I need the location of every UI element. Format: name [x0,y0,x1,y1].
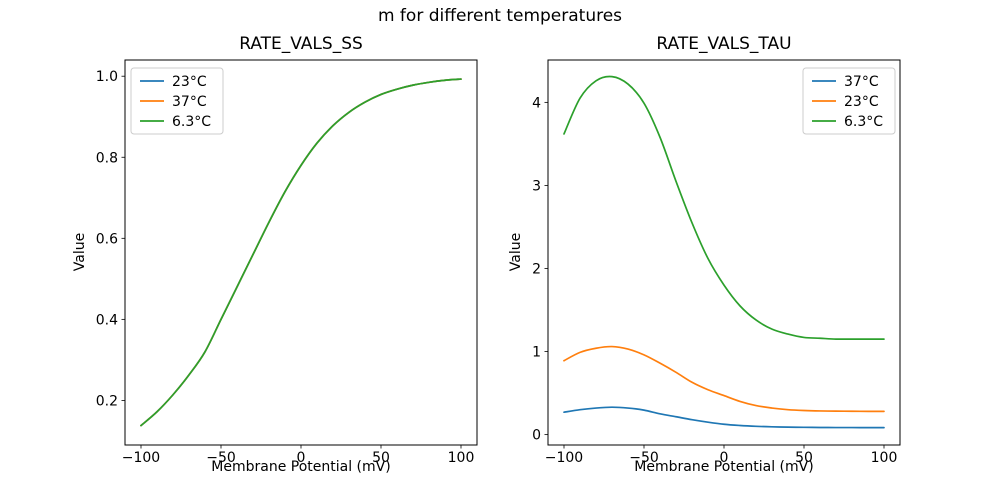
legend-item-label: 37°C [844,74,879,90]
x-tick-label: 50 [795,450,813,466]
x-tick-label: 0 [297,450,306,466]
legend-item-label: 6.3°C [172,114,211,130]
x-tick-label: −100 [122,450,160,466]
y-tick-label: 3 [532,178,541,194]
series-line-23°C [563,345,885,413]
y-tick-label: 1.0 [96,69,118,85]
subplot-0: −100 −50 0 50 100 0.2 0.4 0.6 0.8 1.0 23°C 37°C 6.3°… [96,59,478,466]
left-y-axis-label: Value [72,232,88,272]
y-tick-label: 0.6 [96,231,118,247]
legend-item-label: 6.3°C [844,114,883,130]
axes-spines [547,59,901,446]
y-tick-label: 0.2 [96,393,118,409]
y-tick-label: 1 [532,345,541,361]
x-tick-label: 100 [871,450,898,466]
right-x-axis-label: Membrane Potential (mV) [634,459,814,475]
left-x-axis-label: Membrane Potential (mV) [211,459,391,475]
right-subplot-title: RATE_VALS_TAU [656,34,792,54]
x-tick-label: −100 [545,450,583,466]
y-tick-label: 4 [532,95,541,111]
x-tick-label: 50 [372,450,390,466]
figure-title: m for different temperatures [377,6,623,26]
x-tick-label: −50 [629,450,659,466]
y-tick-label: 0.8 [96,150,118,166]
x-tick-label: 100 [448,450,475,466]
x-tick-label: −50 [206,450,236,466]
legend-item-label: 37°C [172,94,207,110]
series-line-6.3°C [140,78,462,427]
x-tick-label: 0 [720,450,729,466]
legend-item-label: 23°C [844,94,879,110]
series-line-37°C [563,406,885,429]
right-y-axis-label: Value [508,232,524,272]
axes-spines [124,59,478,446]
left-subplot-title: RATE_VALS_SS [239,34,363,54]
legend-box [802,67,896,135]
legend: 23°C 37°C 6.3°C [130,67,224,135]
subplot-1: −100 −50 0 50 100 0 1 2 3 4 37°C 23°C 6.3°C [532,59,901,466]
y-tick-label: 0.4 [96,312,118,328]
y-tick-label: 2 [532,261,541,277]
y-tick-label: 0 [532,428,541,444]
series-line-6.3°C [563,75,885,341]
legend: 37°C 23°C 6.3°C [802,67,896,135]
legend-item-label: 23°C [172,74,207,90]
legend-box [130,67,224,135]
